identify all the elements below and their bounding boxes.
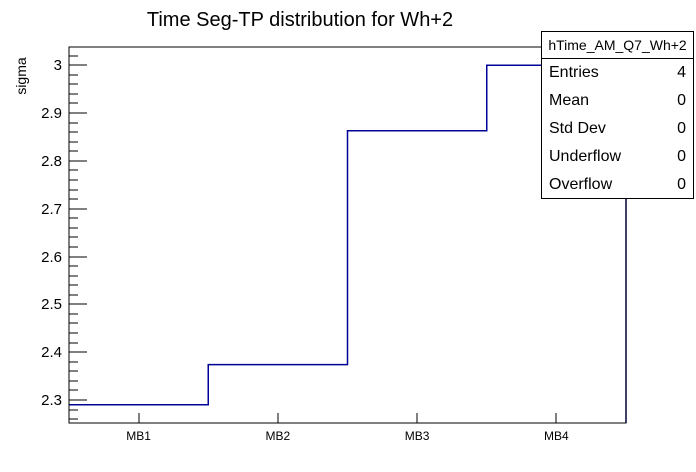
stats-row: Mean 0 <box>542 87 693 115</box>
y-tick-label: 2.9 <box>41 105 62 122</box>
stats-row: Std Dev 0 <box>542 115 693 143</box>
axes-frame-and-ticks <box>68 46 627 424</box>
stats-label: Std Dev <box>549 120 606 137</box>
stats-box-title: hTime_AM_Q7_Wh+2 <box>542 32 693 59</box>
x-bin-label: MB4 <box>544 429 569 443</box>
stats-label: Mean <box>549 92 590 109</box>
x-bin-label: MB1 <box>126 429 151 443</box>
stats-value: 0 <box>677 120 686 137</box>
stats-value: 4 <box>677 64 686 81</box>
y-tick-label: 2.6 <box>41 249 62 266</box>
stats-value: 0 <box>677 176 686 193</box>
y-tick-label: 2.3 <box>41 392 62 409</box>
stats-label: Underflow <box>549 148 622 165</box>
stats-box: hTime_AM_Q7_Wh+2 Entries 4 Mean 0 Std De… <box>541 31 694 199</box>
y-tick-label: 2.5 <box>41 296 62 313</box>
x-bin-label: MB3 <box>404 429 430 443</box>
y-tick-label: 2.8 <box>41 153 62 170</box>
stats-label: Overflow <box>549 176 613 193</box>
stats-row: Underflow 0 <box>542 143 693 171</box>
y-tick-label: 2.4 <box>41 344 62 361</box>
stats-row: Overflow 0 <box>542 171 693 199</box>
plot-title: Time Seg-TP distribution for Wh+2 <box>146 9 454 31</box>
y-tick-label: 3 <box>53 57 62 74</box>
y-tick-label: 2.7 <box>41 201 62 218</box>
x-bin-label: MB2 <box>265 429 291 443</box>
stats-value: 0 <box>677 148 686 165</box>
stats-label: Entries <box>549 64 599 81</box>
stats-row: Entries 4 <box>542 59 693 87</box>
stats-value: 0 <box>677 92 686 109</box>
